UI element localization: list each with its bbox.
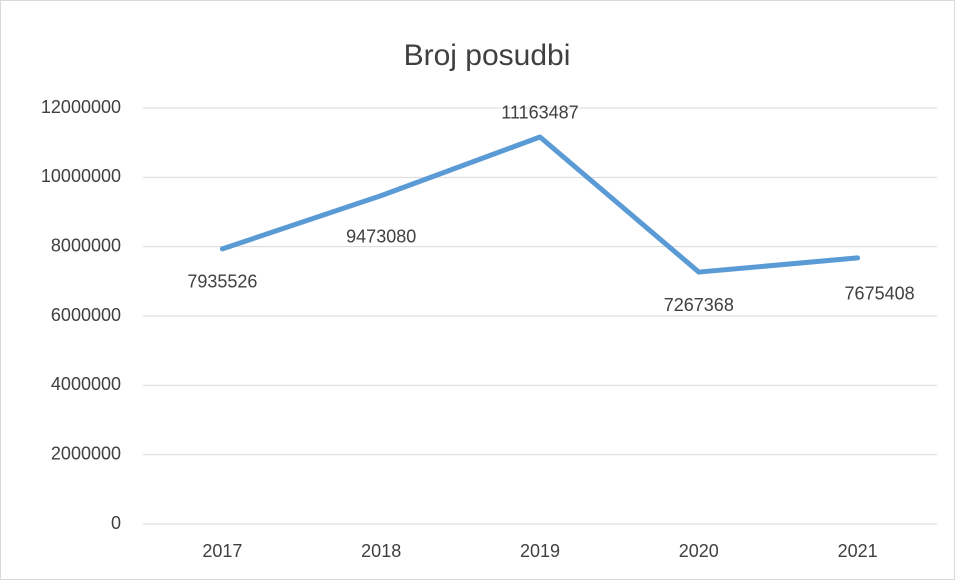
y-tick-label: 8000000 — [51, 235, 121, 255]
data-line — [219, 134, 861, 275]
y-tick-label: 0 — [111, 513, 121, 533]
x-tick-label: 2021 — [838, 541, 878, 561]
data-label: 7935526 — [187, 272, 257, 292]
data-label: 7267368 — [664, 295, 734, 315]
y-tick-label: 12000000 — [41, 97, 121, 117]
data-label: 9473080 — [346, 226, 416, 246]
chart-title: Broj posudbi — [404, 39, 571, 72]
x-tick-label: 2018 — [361, 541, 401, 561]
x-tick-label: 2020 — [679, 541, 719, 561]
y-tick-label: 4000000 — [51, 374, 121, 394]
data-label: 11163487 — [501, 103, 578, 123]
x-tick-label: 2017 — [202, 541, 242, 561]
y-tick-label: 6000000 — [51, 305, 121, 325]
data-label: 7675408 — [845, 284, 915, 304]
y-tick-label: 10000000 — [41, 166, 121, 186]
y-tick-label: 2000000 — [51, 443, 121, 463]
x-tick-label: 2019 — [520, 541, 560, 561]
